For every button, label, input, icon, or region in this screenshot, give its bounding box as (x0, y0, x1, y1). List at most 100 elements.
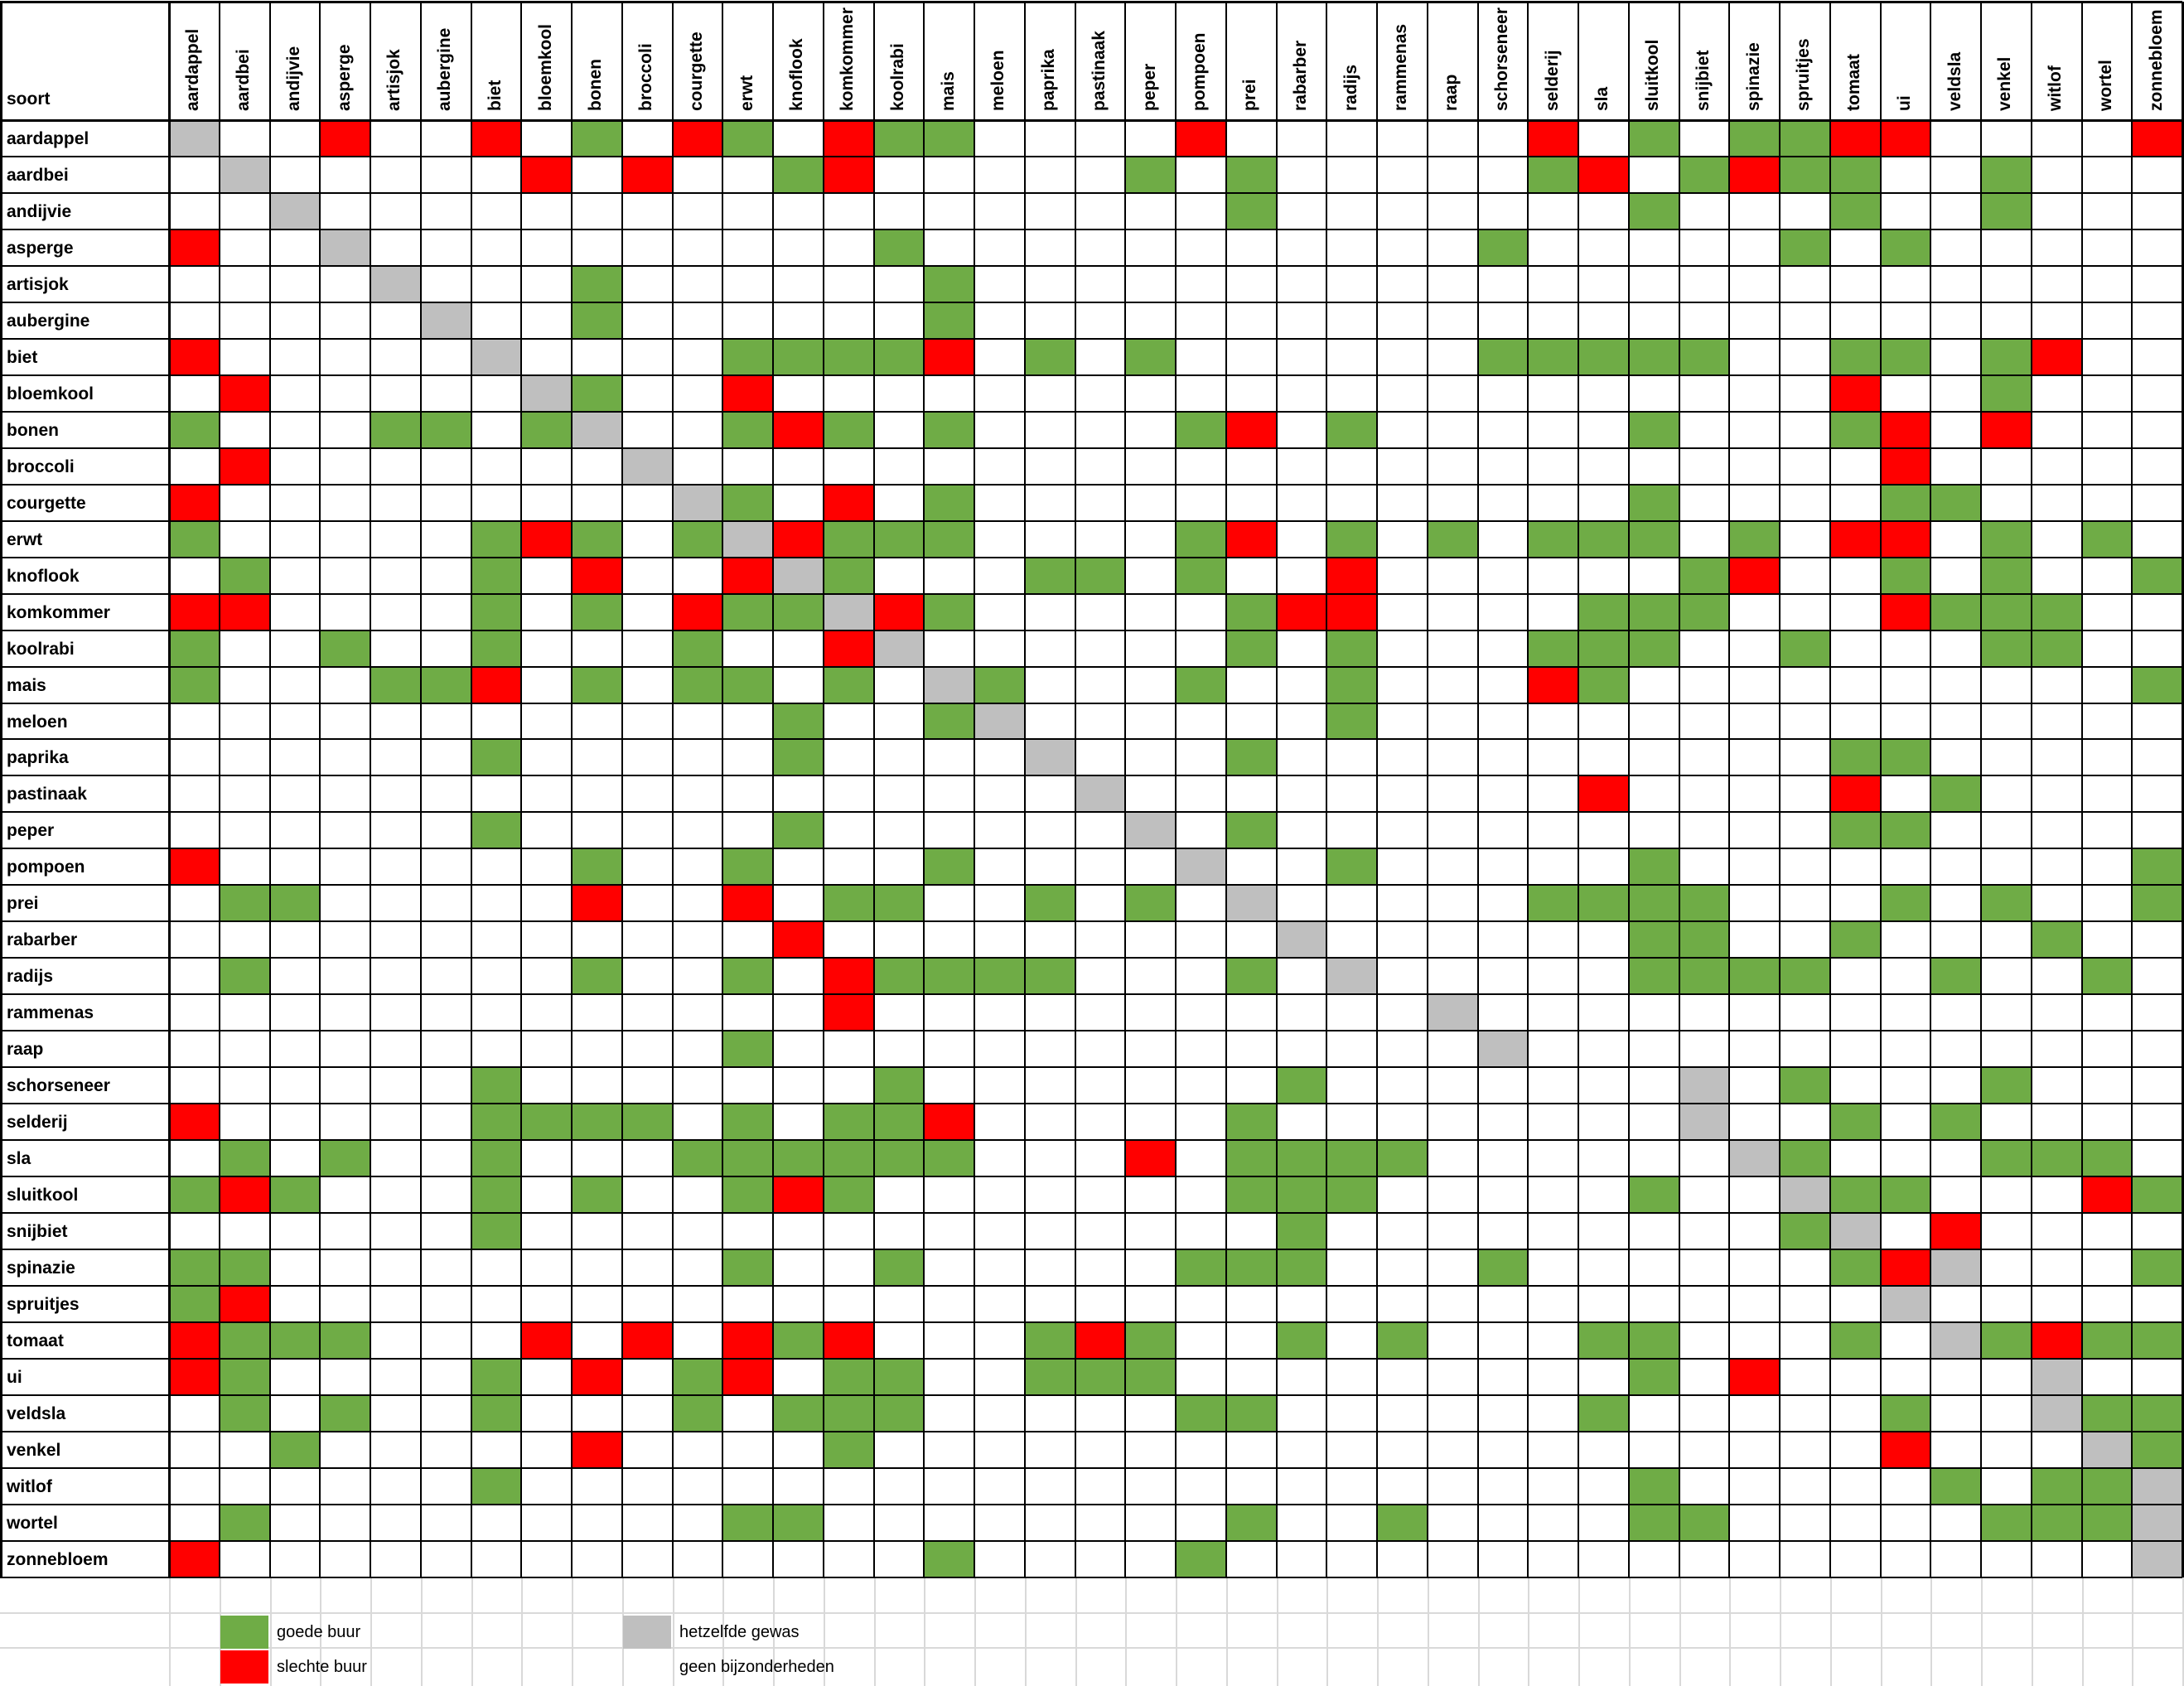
matrix-cell (521, 156, 573, 194)
grid-line (0, 1357, 2182, 1360)
sheet-gridline (1075, 1577, 1077, 1686)
grid-line (0, 0, 2182, 3)
matrix-cell (1880, 229, 1931, 267)
legend-good-label: goede buur (277, 1623, 361, 1641)
matrix-cell (672, 1394, 723, 1432)
row-label: artisjok (7, 274, 69, 294)
matrix-cell (1930, 1467, 1982, 1505)
matrix-cell (2031, 1322, 2082, 1360)
matrix-cell (873, 1104, 925, 1141)
grid-line (0, 447, 2182, 449)
matrix-cell (1880, 557, 1931, 595)
row-label: snijbiet (7, 1222, 68, 1242)
grid-line (1376, 2, 1378, 1577)
matrix-cell (722, 557, 774, 595)
grid-line (0, 301, 2182, 303)
matrix-cell (873, 1394, 925, 1432)
matrix-cell (1930, 775, 1982, 813)
matrix-cell (1829, 374, 1881, 413)
matrix-cell (1628, 520, 1679, 558)
grid-line (520, 2, 523, 1577)
matrix-cell (1477, 338, 1529, 376)
matrix-cell (1679, 1504, 1730, 1542)
matrix-cell (773, 1504, 824, 1542)
matrix-cell (1780, 1213, 1831, 1250)
matrix-cell (1981, 338, 2032, 376)
matrix-cell (722, 338, 774, 376)
sheet-gridline (1477, 1577, 1480, 1686)
matrix-cell (471, 1104, 522, 1141)
grid-line (0, 1394, 2182, 1396)
matrix-cell (1679, 338, 1730, 376)
matrix-cell (2132, 1394, 2183, 1432)
grid-line (0, 592, 2182, 595)
matrix-cell (1176, 1249, 1227, 1287)
grid-line (1728, 2, 1731, 1577)
column-label: spinazie (1743, 42, 1763, 111)
matrix-cell (1326, 703, 1378, 740)
matrix-cell (1981, 557, 2032, 595)
matrix-cell (2081, 1176, 2133, 1214)
matrix-cell (1628, 1467, 1679, 1505)
grid-line (1527, 2, 1529, 1577)
matrix-cell (1829, 338, 1881, 376)
matrix-cell (1780, 120, 1831, 157)
matrix-cell (722, 1249, 774, 1287)
matrix-cell (1679, 557, 1730, 595)
matrix-cell (1075, 1358, 1126, 1396)
matrix-cell (521, 411, 573, 449)
grid-line (1678, 2, 1680, 1577)
matrix-cell (1981, 1322, 2032, 1360)
column-label: peper (1139, 63, 1159, 111)
grid-line (0, 1176, 2182, 1178)
matrix-cell (2031, 1394, 2082, 1432)
grid-line (621, 2, 623, 1577)
grid-line (1930, 2, 1932, 1577)
sheet-gridline (2132, 1577, 2134, 1686)
matrix-cell (873, 885, 925, 922)
matrix-cell (1176, 1540, 1227, 1578)
matrix-cell (924, 593, 975, 631)
matrix-cell (722, 958, 774, 995)
column-label: zonnebloem (2146, 9, 2166, 111)
matrix-cell (722, 1176, 774, 1214)
grid-line (0, 1466, 2182, 1469)
column-label: sla (1592, 86, 1612, 111)
matrix-cell (924, 484, 975, 522)
grid-line (0, 155, 2182, 157)
matrix-cell (1628, 484, 1679, 522)
matrix-cell (1125, 812, 1177, 849)
grid-line (0, 1285, 2182, 1287)
matrix-cell (924, 703, 975, 740)
matrix-cell (722, 484, 774, 522)
grid-line (1023, 2, 1026, 1577)
matrix-cell (1780, 229, 1831, 267)
matrix-cell (823, 1140, 874, 1177)
matrix-cell (1528, 120, 1579, 157)
matrix-cell (722, 1322, 774, 1360)
grid-line (0, 2, 2, 1577)
matrix-cell (722, 848, 774, 886)
matrix-cell (1024, 739, 1075, 776)
matrix-cell (722, 120, 774, 157)
column-label: sluitkool (1643, 39, 1663, 111)
matrix-cell (169, 1176, 220, 1214)
matrix-cell (2132, 1249, 2183, 1287)
grid-line (2131, 2, 2133, 1577)
column-label: komkommer (838, 7, 858, 111)
matrix-cell (823, 120, 874, 157)
matrix-cell (1729, 1358, 1781, 1396)
grid-line (0, 118, 2182, 122)
sheet-gridline (672, 1577, 674, 1686)
matrix-cell (1276, 1322, 1327, 1360)
matrix-cell (2031, 1504, 2082, 1542)
matrix-cell (572, 593, 623, 631)
matrix-cell (219, 1249, 270, 1287)
grid-line (2181, 2, 2184, 1577)
matrix-cell (1477, 229, 1529, 267)
grid-line (1225, 2, 1227, 1577)
matrix-cell (823, 411, 874, 449)
matrix-cell (672, 593, 723, 631)
legend-same-label: hetzelfde gewas (679, 1623, 800, 1641)
sheet-gridline (1528, 1577, 1530, 1686)
